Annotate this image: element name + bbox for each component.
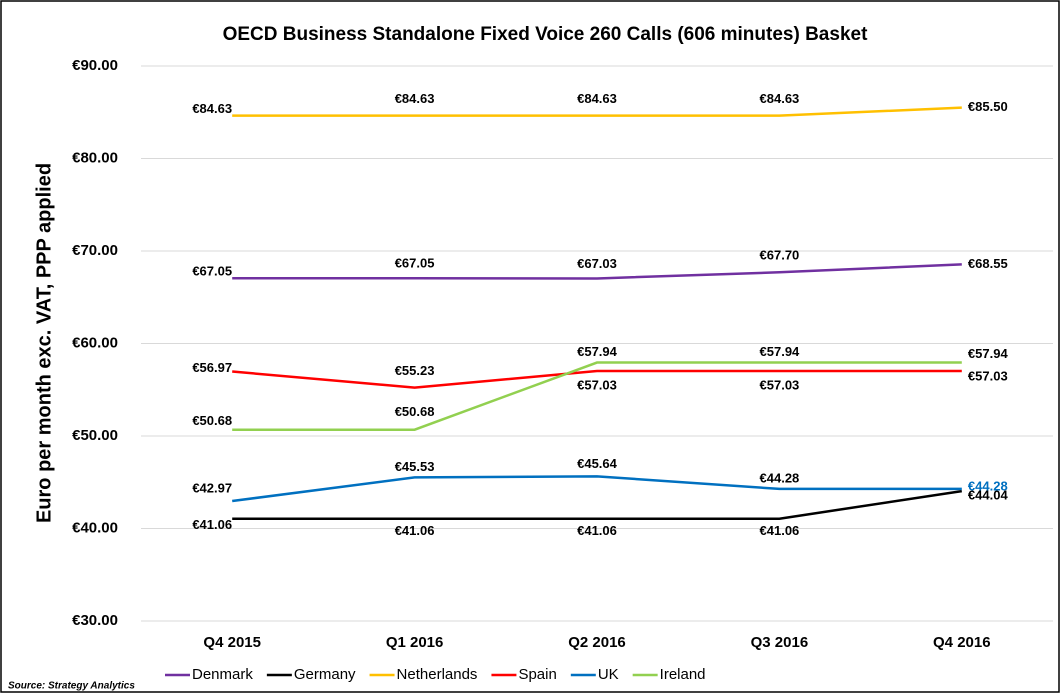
x-tick-label: Q2 2016	[568, 634, 626, 651]
y-tick-label: €40.00	[72, 519, 118, 536]
y-tick-label: €80.00	[72, 149, 118, 166]
data-label: €84.63	[192, 101, 232, 116]
data-label: €84.63	[760, 91, 800, 106]
x-tick-label: Q4 2016	[933, 634, 991, 651]
data-label: €57.94	[760, 344, 801, 359]
data-label: €67.03	[577, 256, 617, 271]
legend-label: Spain	[518, 666, 556, 683]
data-label: €42.97	[192, 480, 232, 495]
data-label: €50.68	[395, 404, 435, 419]
data-label: €67.70	[760, 248, 800, 263]
x-tick-label: Q3 2016	[751, 634, 809, 651]
data-label: €84.63	[577, 91, 617, 106]
data-label: €57.03	[968, 368, 1008, 383]
y-tick-label: €90.00	[72, 57, 118, 74]
y-tick-label: €60.00	[72, 334, 118, 351]
legend-label: Germany	[294, 666, 356, 683]
y-tick-label: €30.00	[72, 612, 118, 629]
y-axis-label: Euro per month exc. VAT, PPP applied	[33, 163, 55, 523]
data-label: €41.06	[760, 523, 800, 538]
x-tick-label: Q1 2016	[386, 634, 444, 651]
series-line	[232, 106, 962, 117]
data-label: €45.64	[577, 456, 618, 471]
chart-title: OECD Business Standalone Fixed Voice 260…	[223, 24, 868, 45]
data-label: €57.03	[577, 377, 617, 392]
data-label: €41.06	[577, 523, 617, 538]
series-line	[232, 489, 962, 520]
y-tick-label: €70.00	[72, 242, 118, 259]
data-label: €57.03	[760, 377, 800, 392]
source-note: Source: Strategy Analytics	[8, 681, 135, 692]
series-line	[232, 475, 962, 503]
legend-label: UK	[598, 666, 619, 683]
data-label: €44.28	[968, 478, 1008, 493]
data-label: €84.63	[395, 91, 435, 106]
legend-label: Netherlands	[397, 666, 478, 683]
data-label: €67.05	[395, 256, 435, 271]
data-label: €57.94	[968, 346, 1009, 361]
data-label: €55.23	[395, 363, 435, 378]
series-line	[232, 369, 962, 389]
data-label: €44.28	[760, 470, 800, 485]
data-label: €56.97	[192, 360, 232, 375]
y-tick-label: €50.00	[72, 427, 118, 444]
data-label: €85.50	[968, 99, 1008, 114]
series-line	[232, 263, 962, 280]
x-tick-label: Q4 2015	[203, 634, 261, 651]
series-line	[232, 361, 962, 431]
data-label: €45.53	[395, 459, 435, 474]
legend-label: Ireland	[660, 666, 706, 683]
data-label: €44.04	[968, 488, 1009, 503]
data-label: €68.55	[968, 256, 1008, 271]
legend-label: Denmark	[192, 666, 253, 683]
data-label: €41.06	[192, 517, 232, 532]
data-label: €67.05	[192, 264, 232, 279]
data-label: €50.68	[192, 413, 232, 428]
data-label: €57.94	[577, 344, 618, 359]
data-label: €41.06	[395, 523, 435, 538]
